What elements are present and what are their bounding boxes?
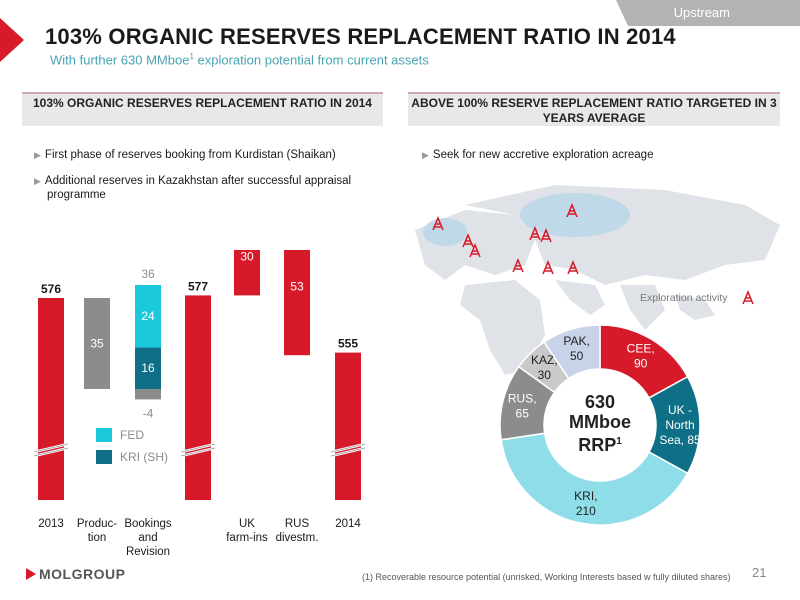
oil-rig-icon (462, 233, 474, 248)
slice-label: 210 (576, 504, 596, 518)
right-bullet-1-text: Seek for new accretive exploration acrea… (432, 149, 654, 161)
brand-triangle (0, 18, 24, 62)
map-highlight (423, 193, 630, 246)
page-number: 21 (752, 565, 767, 580)
subtitle-sup: 1 (189, 52, 194, 61)
map-legend-label: Exploration activity (640, 292, 728, 304)
footnote: (1) Recoverable resource potential (unri… (362, 572, 731, 582)
bar-total (335, 352, 361, 500)
logo-mark-icon (26, 568, 36, 580)
bar-delta (234, 250, 260, 296)
left-bullet-1: ▶ First phase of reserves booking from Ku… (34, 148, 374, 162)
category-label: RUS (285, 518, 310, 530)
subtitle-rest: exploration potential from current asset… (193, 52, 429, 68)
bar-value-label: 35 (90, 337, 104, 351)
bar-value-label: 24 (141, 309, 155, 323)
left-bullet-2: ▶ Additional reserves in Kazakhstan after… (34, 174, 374, 202)
page-subtitle: With further 630 MMboe1 exploration pote… (50, 52, 429, 67)
category-label: 2013 (38, 518, 64, 530)
legend-label: KRI (SH) (120, 450, 168, 464)
right-bullet-1: ▶ Seek for new accretive exploration acre… (422, 148, 762, 162)
bullet-arrow-icon: ▶ (422, 150, 429, 160)
bar-delta (284, 250, 310, 356)
oil-rig-icon (742, 290, 754, 305)
left-bullet-2-text: Additional reserves in Kazakhstan after … (44, 175, 352, 201)
category-label: Bookings (124, 518, 172, 530)
axis-break-line (180, 443, 216, 457)
bar-value-label: -4 (143, 406, 154, 420)
slice-label: 30 (538, 368, 552, 382)
oil-rig-icon (566, 203, 578, 218)
category-label: UK (239, 518, 255, 530)
bar-value-label: 30 (240, 250, 254, 263)
logo-text: MOLGROUP (39, 566, 126, 582)
bar-segment (135, 347, 161, 389)
slice-label: PAK, (563, 334, 589, 348)
bar-value-label: 53 (290, 279, 304, 293)
category-label: 2014 (335, 518, 361, 530)
axis-break-line (33, 443, 69, 457)
bar-total-label: 36 (141, 267, 155, 281)
bullet-arrow-icon: ▶ (34, 150, 41, 160)
oil-rig-icon (529, 226, 541, 241)
left-panel-heading: 103% ORGANIC RESERVES REPLACEMENT RATIO … (22, 92, 383, 126)
world-map (415, 185, 780, 375)
oil-rig-icon (512, 258, 524, 273)
bar-segment (135, 285, 161, 348)
section-tab: Upstream (616, 0, 800, 26)
bar-value-label: 577 (188, 279, 208, 293)
slice-label: CEE, (627, 342, 655, 356)
bar-value-label: 576 (41, 282, 61, 296)
slice-label: RUS, (508, 392, 537, 406)
company-logo: MOLGROUP (26, 566, 125, 582)
bullet-arrow-icon: ▶ (34, 176, 41, 186)
donut-center-rrp: RRP1 (578, 435, 622, 455)
category-label: and (138, 532, 157, 544)
category-label: divestm. (276, 532, 319, 544)
bar-delta (84, 298, 110, 389)
slice-label: 50 (570, 349, 584, 363)
legend-label: FED (120, 428, 144, 442)
category-label: farm-ins (226, 532, 268, 544)
category-label: tion (88, 532, 107, 544)
rig-icons (432, 203, 754, 305)
donut-center-label: 630 MMboe RRP1 (560, 392, 640, 455)
slice-label: UK - (668, 403, 692, 417)
page-title: 103% ORGANIC RESERVES REPLACEMENT RATIO … (45, 24, 676, 49)
category-label: Revision (126, 546, 170, 558)
oil-rig-icon (567, 260, 579, 275)
slice-label: KRI, (574, 489, 597, 503)
donut-slice (543, 324, 601, 380)
bar-segment-revision (135, 389, 161, 400)
slice-label: Sea, 85 (659, 433, 701, 447)
donut-center-unit: MMboe (569, 412, 631, 432)
left-bullet-1-text: First phase of reserves booking from Kur… (44, 149, 336, 161)
donut-slice (500, 432, 689, 526)
slice-label: KAZ, (531, 353, 558, 367)
oil-rig-icon (469, 243, 481, 258)
bar-value-label: 555 (338, 337, 358, 351)
slice-label: 65 (516, 407, 530, 421)
oil-rig-icon (432, 216, 444, 231)
subtitle-main: With further 630 MMboe (50, 52, 190, 68)
oil-rig-icon (542, 260, 554, 275)
bar-value-label: 16 (141, 361, 155, 375)
donut-center-value: 630 (584, 392, 616, 412)
category-label: Produc- (77, 518, 117, 530)
slice-label: North (665, 418, 694, 432)
bar-total (185, 295, 211, 500)
right-panel-heading: ABOVE 100% RESERVE REPLACEMENT RATIO TAR… (408, 92, 780, 126)
axis-break-line (330, 443, 366, 457)
waterfall-chart: 576 2013 35 Produc-tion -4 16 24 36 Bookings and R… (33, 250, 366, 558)
slice-label: 90 (634, 357, 648, 371)
bar-total (38, 298, 64, 500)
oil-rig-icon (540, 228, 552, 243)
legend-swatch (96, 428, 112, 442)
legend-swatch (96, 450, 112, 464)
